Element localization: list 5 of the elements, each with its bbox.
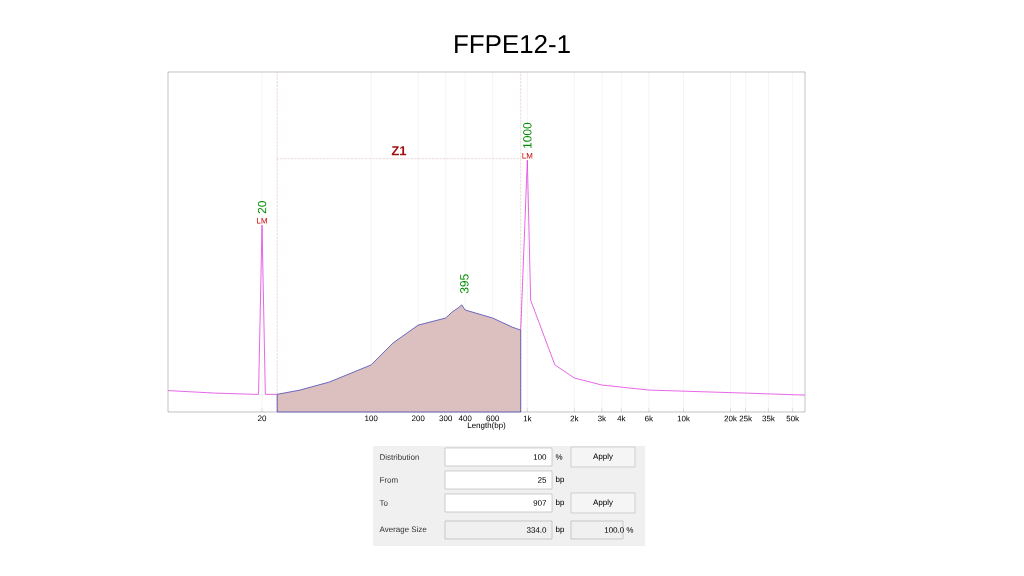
annotation: 1000 [523, 122, 532, 149]
annotation: 395 [460, 274, 469, 294]
chart-title: FFPE12-1 [455, 34, 570, 54]
annotation: 20 [257, 201, 267, 214]
text: Z1 [391, 146, 407, 156]
